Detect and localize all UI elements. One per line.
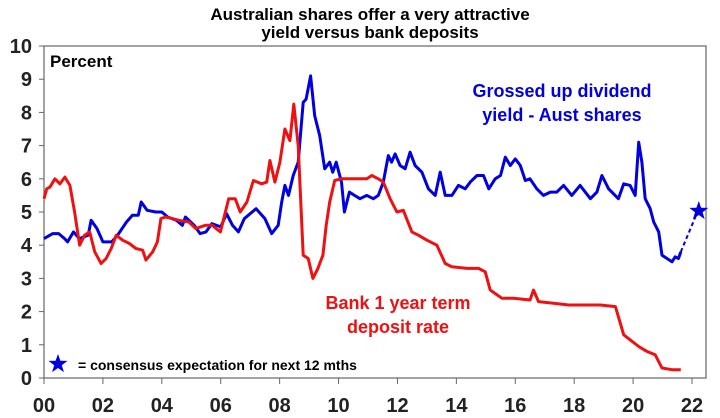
y-tick-label: 3 [21, 268, 32, 290]
x-tick-label: 14 [445, 395, 468, 417]
x-tick-label: 16 [504, 395, 526, 417]
series-label-deposit-line-1: Bank 1 year term [325, 293, 470, 313]
y-tick-label: 10 [10, 36, 32, 58]
y-tick-label: 7 [21, 136, 32, 158]
series-label-deposit-line-2: deposit rate [347, 317, 449, 337]
star-legend-text: = consensus expectation for next 12 mths [78, 357, 357, 373]
y-tick-label: 2 [21, 302, 32, 324]
x-tick-label: 02 [92, 395, 114, 417]
x-tick-label: 10 [327, 395, 349, 417]
x-axis: 00 02 04 06 08 10 12 14 16 18 20 22 [33, 378, 703, 417]
y-tick-label: 0 [21, 368, 32, 390]
y-axis: 0 1 2 3 4 5 6 7 8 9 10 [10, 36, 44, 390]
y-axis-label: Percent [50, 52, 113, 71]
y-tick-label: 9 [21, 69, 32, 91]
x-tick-label: 08 [269, 395, 291, 417]
y-tick-label: 4 [21, 235, 33, 257]
series-label-dividend-line-1: Grossed up dividend [472, 81, 651, 101]
x-tick-label: 04 [151, 395, 174, 417]
y-tick-label: 8 [21, 102, 32, 124]
x-tick-label: 12 [386, 395, 408, 417]
y-tick-label: 5 [21, 202, 32, 224]
y-tick-label: 6 [21, 169, 32, 191]
dividend-yield-line [43, 74, 683, 264]
forecast-star-icon [689, 201, 709, 220]
x-tick-label: 06 [210, 395, 232, 417]
series-label-dividend-line-2: yield - Aust shares [482, 105, 641, 125]
chart-title-line-2: yield versus bank deposits [261, 23, 478, 42]
x-tick-label: 22 [681, 395, 703, 417]
x-tick-label: 20 [622, 395, 644, 417]
x-tick-label: 18 [563, 395, 585, 417]
forecast-dashed-arrow [679, 215, 697, 253]
star-legend-icon [48, 354, 68, 373]
deposit-rate-line [42, 102, 681, 372]
chart-title-line-1: Australian shares offer a very attractiv… [210, 5, 529, 24]
x-tick-label: 00 [33, 395, 55, 417]
series-lines [42, 74, 709, 372]
y-tick-label: 1 [21, 335, 32, 357]
